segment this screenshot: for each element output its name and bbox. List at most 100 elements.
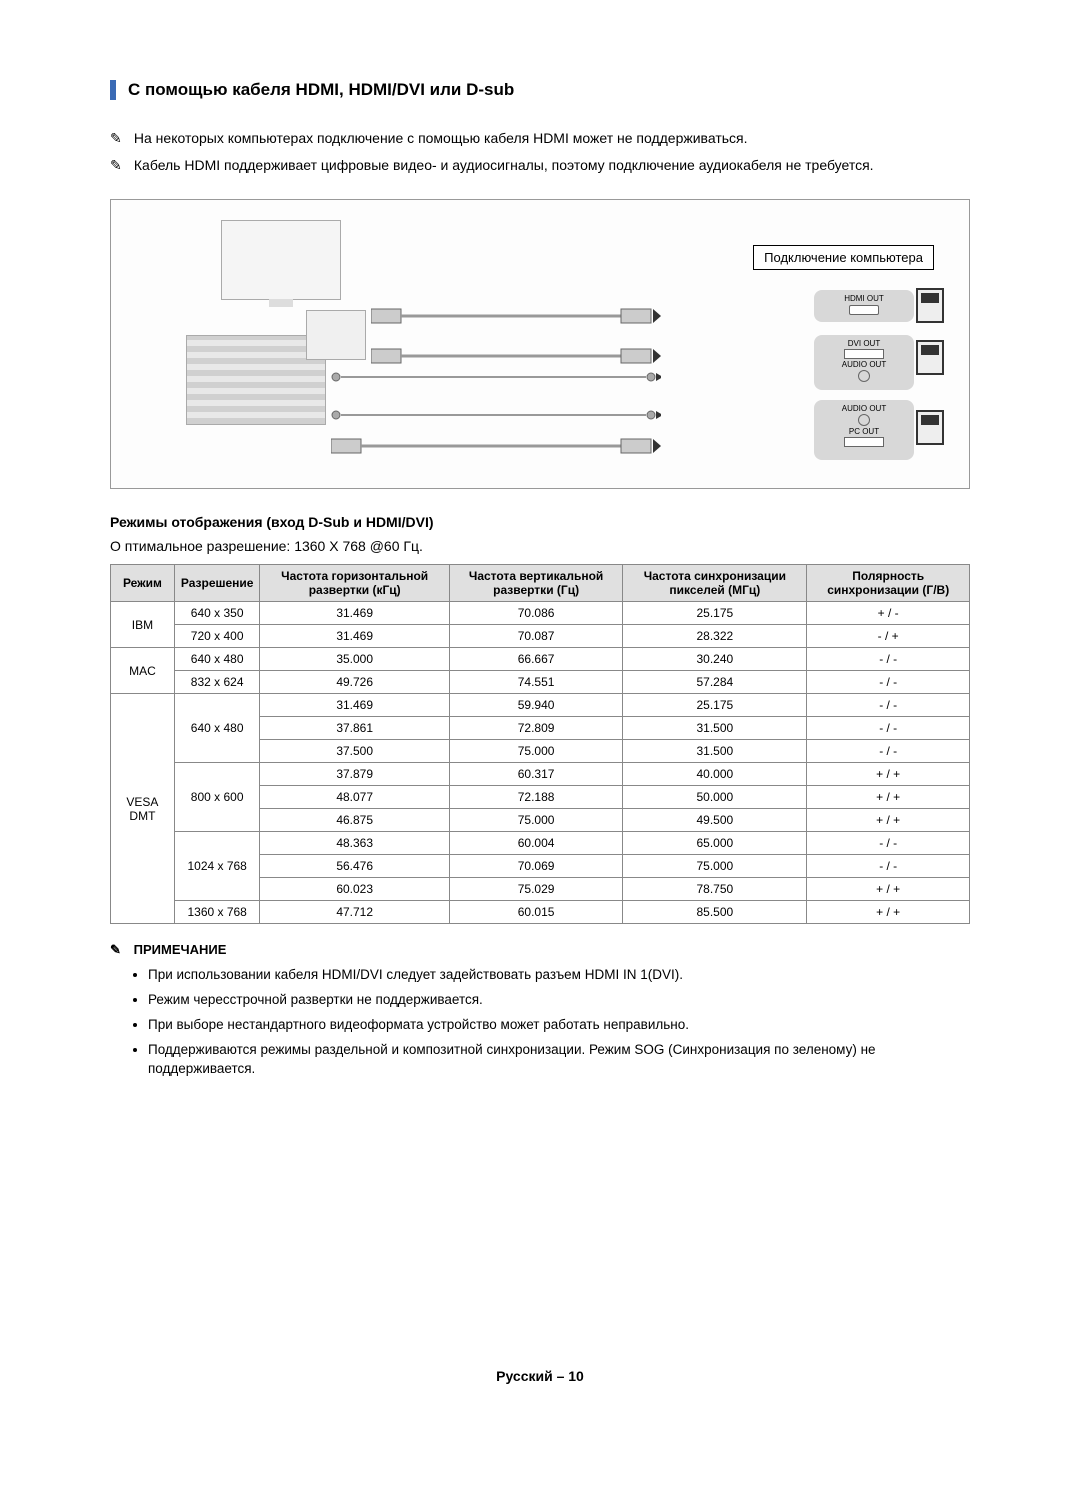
cell: 74.551 (449, 671, 622, 694)
cell-mode: VESA DMT (111, 694, 175, 924)
th-mode: Режим (111, 565, 175, 602)
cell: 31.469 (260, 625, 449, 648)
cell: 66.667 (449, 648, 622, 671)
pc-out-port: AUDIO OUT PC OUT (814, 400, 914, 460)
cell: 720 x 400 (174, 625, 260, 648)
cell: 47.712 (260, 901, 449, 924)
cell: 37.500 (260, 740, 449, 763)
table-row: 1024 x 76848.36360.00465.000- / - (111, 832, 970, 855)
cell: 75.000 (623, 855, 807, 878)
cell: 75.000 (449, 809, 622, 832)
th-pixfreq: Частота синхронизации пикселей (МГц) (623, 565, 807, 602)
hdmi-out-port: HDMI OUT (814, 290, 914, 322)
hdmi-cable (371, 305, 661, 327)
cell: 60.317 (449, 763, 622, 786)
cell-mode: MAC (111, 648, 175, 694)
cell: 48.077 (260, 786, 449, 809)
th-polarity: Полярность синхронизации (Г/В) (807, 565, 970, 602)
notes-list: При использовании кабеля HDMI/DVI следуе… (148, 966, 970, 1078)
cell: 31.469 (260, 602, 449, 625)
cell: + / + (807, 878, 970, 901)
display-modes-table: Режим Разрешение Частота горизонтальной … (110, 564, 970, 924)
cell: 25.175 (623, 602, 807, 625)
dvi-out-label: DVI OUT (848, 339, 880, 348)
tv-ports-panel (186, 335, 326, 425)
note-item: Поддерживаются режимы раздельной и компо… (148, 1041, 970, 1079)
cell: 37.879 (260, 763, 449, 786)
cell: - / - (807, 855, 970, 878)
table-row: 720 x 40031.46970.08728.322- / + (111, 625, 970, 648)
cell: 75.029 (449, 878, 622, 901)
cell: + / - (807, 602, 970, 625)
cell: - / - (807, 694, 970, 717)
cell: - / - (807, 671, 970, 694)
cell-resolution: 800 x 600 (174, 763, 260, 832)
pc-out-label: PC OUT (849, 427, 879, 436)
cell: - / - (807, 648, 970, 671)
cell: 60.015 (449, 901, 622, 924)
notes-heading: ПРИМЕЧАНИЕ (134, 942, 227, 957)
cell: 70.086 (449, 602, 622, 625)
note-item: При использовании кабеля HDMI/DVI следуе… (148, 966, 970, 985)
cell: 46.875 (260, 809, 449, 832)
cell: 70.069 (449, 855, 622, 878)
cell: 60.023 (260, 878, 449, 901)
note-line-2: ✎ Кабель HDMI поддерживает цифровые виде… (110, 157, 970, 174)
cell: 59.940 (449, 694, 622, 717)
page-footer: Русский – 10 (110, 1368, 970, 1384)
cell: 640 x 480 (174, 648, 260, 671)
cell: - / - (807, 740, 970, 763)
table-header-row: Режим Разрешение Частота горизонтальной … (111, 565, 970, 602)
cell: 25.175 (623, 694, 807, 717)
note-text-2: Кабель HDMI поддерживает цифровые видео-… (134, 157, 874, 173)
cell: 35.000 (260, 648, 449, 671)
th-vfreq: Частота вертикальной развертки (Гц) (449, 565, 622, 602)
table-row: 832 x 62449.72674.55157.284- / - (111, 671, 970, 694)
pc-icon (916, 288, 944, 323)
cell: 78.750 (623, 878, 807, 901)
vga-cable (331, 435, 661, 457)
cell: + / + (807, 763, 970, 786)
cell: 31.500 (623, 740, 807, 763)
cell: 60.004 (449, 832, 622, 855)
pc-icon (916, 410, 944, 445)
note-text-1: На некоторых компьютерах подключение с п… (134, 130, 748, 146)
notes-block: ✎ ПРИМЕЧАНИЕ При использовании кабеля HD… (110, 942, 970, 1078)
note-item: При выборе нестандартного видеоформата у… (148, 1016, 970, 1035)
cell: 49.500 (623, 809, 807, 832)
table-row: 1360 x 76847.71260.01585.500+ / + (111, 901, 970, 924)
audio-out-label-2: AUDIO OUT (842, 404, 886, 413)
cell: 56.476 (260, 855, 449, 878)
cell: 85.500 (623, 901, 807, 924)
th-hfreq: Частота горизонтальной развертки (кГц) (260, 565, 449, 602)
audio-cable-1 (331, 372, 661, 394)
note-icon: ✎ (110, 130, 126, 147)
note-line-1: ✎ На некоторых компьютерах подключение с… (110, 130, 970, 147)
cell: + / + (807, 809, 970, 832)
diagram-label: Подключение компьютера (753, 245, 934, 270)
audio-cable-2 (331, 410, 661, 432)
cell: 28.322 (623, 625, 807, 648)
connection-diagram: Подключение компьютера HDMI OUT DVI OUT … (110, 199, 970, 489)
cell: + / + (807, 786, 970, 809)
cell: - / + (807, 625, 970, 648)
cell-mode: IBM (111, 602, 175, 648)
note-item: Режим чересстрочной развертки не поддерж… (148, 991, 970, 1010)
tv-back-illustration (221, 220, 341, 300)
cell: 75.000 (449, 740, 622, 763)
dvi-cable (371, 345, 661, 367)
cell: 31.500 (623, 717, 807, 740)
cell: 65.000 (623, 832, 807, 855)
hdmi-port-closeup (306, 310, 366, 360)
cell: 72.188 (449, 786, 622, 809)
hdmi-out-label: HDMI OUT (844, 294, 884, 303)
cell: 72.809 (449, 717, 622, 740)
cell: - / - (807, 832, 970, 855)
table-row: VESA DMT640 x 48031.46959.94025.175- / - (111, 694, 970, 717)
cell: 640 x 350 (174, 602, 260, 625)
pc-icon (916, 340, 944, 375)
cell: 70.087 (449, 625, 622, 648)
cell: 57.284 (623, 671, 807, 694)
section-title: С помощью кабеля HDMI, HDMI/DVI или D-su… (110, 80, 970, 100)
audio-out-label-1: AUDIO OUT (842, 360, 886, 369)
